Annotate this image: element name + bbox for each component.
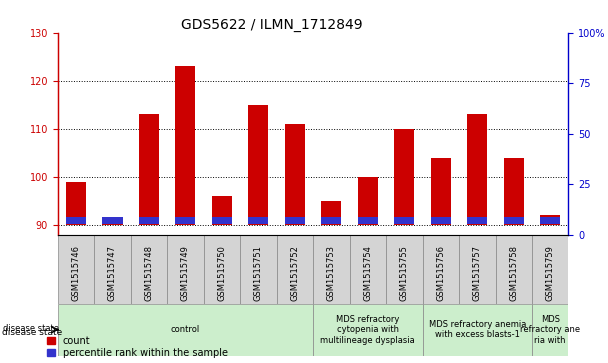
Bar: [430, 217, 451, 224]
Text: MDS refractory anemia
with excess blasts-1: MDS refractory anemia with excess blasts…: [429, 320, 526, 339]
Legend: count, percentile rank within the sample: count, percentile rank within the sample: [47, 336, 228, 358]
Bar: [532, 304, 568, 356]
Text: GSM1515753: GSM1515753: [327, 245, 336, 301]
Bar: [350, 234, 386, 304]
Bar: [321, 201, 341, 225]
Bar: [423, 304, 532, 356]
Bar: [285, 217, 305, 224]
Text: GSM1515757: GSM1515757: [473, 245, 482, 301]
Text: MDS
refractory ane
ria with: MDS refractory ane ria with: [520, 315, 580, 345]
Title: GDS5622 / ILMN_1712849: GDS5622 / ILMN_1712849: [181, 18, 363, 32]
Text: GSM1515750: GSM1515750: [218, 245, 226, 301]
Bar: [313, 234, 350, 304]
Bar: [358, 177, 378, 225]
Text: GSM1515756: GSM1515756: [437, 245, 445, 301]
Bar: [248, 217, 268, 224]
Text: GSM1515748: GSM1515748: [145, 245, 153, 301]
Bar: [66, 182, 86, 225]
Bar: [277, 234, 313, 304]
Text: GSM1515746: GSM1515746: [72, 245, 80, 301]
Bar: [94, 234, 131, 304]
Text: MDS refractory
cytopenia with
multilineage dysplasia: MDS refractory cytopenia with multilinea…: [320, 315, 415, 345]
Text: GSM1515754: GSM1515754: [364, 245, 372, 301]
Bar: [394, 129, 414, 225]
Bar: [66, 217, 86, 224]
Bar: [139, 217, 159, 224]
Bar: [58, 304, 313, 356]
Text: GSM1515759: GSM1515759: [546, 245, 554, 301]
Bar: [423, 234, 459, 304]
Bar: [212, 196, 232, 225]
Bar: [176, 217, 196, 224]
Bar: [532, 234, 568, 304]
Bar: [167, 234, 204, 304]
Bar: [204, 234, 240, 304]
Text: GSM1515755: GSM1515755: [400, 245, 409, 301]
Bar: [540, 217, 561, 224]
Bar: [212, 217, 232, 224]
Bar: [131, 234, 167, 304]
Text: GSM1515751: GSM1515751: [254, 245, 263, 301]
Text: GSM1515758: GSM1515758: [510, 245, 518, 301]
Bar: [467, 217, 487, 224]
Bar: [496, 234, 532, 304]
Bar: [358, 217, 378, 224]
Bar: [503, 217, 524, 224]
Text: control: control: [171, 325, 200, 334]
Text: disease state: disease state: [2, 328, 62, 337]
Text: GSM1515749: GSM1515749: [181, 245, 190, 301]
Bar: [503, 158, 524, 225]
Bar: [58, 234, 94, 304]
Bar: [176, 66, 196, 225]
Bar: [139, 114, 159, 225]
Bar: [285, 124, 305, 225]
Bar: [430, 158, 451, 225]
Bar: [321, 217, 341, 224]
Bar: [102, 217, 122, 224]
Bar: [459, 234, 496, 304]
Bar: [313, 304, 423, 356]
Bar: [540, 215, 561, 225]
Text: disease state: disease state: [3, 324, 59, 333]
Bar: [102, 220, 122, 225]
Bar: [386, 234, 423, 304]
Bar: [240, 234, 277, 304]
Bar: [467, 114, 487, 225]
Text: GSM1515747: GSM1515747: [108, 245, 117, 301]
Bar: [248, 105, 268, 225]
Text: GSM1515752: GSM1515752: [291, 245, 299, 301]
Bar: [394, 217, 414, 224]
